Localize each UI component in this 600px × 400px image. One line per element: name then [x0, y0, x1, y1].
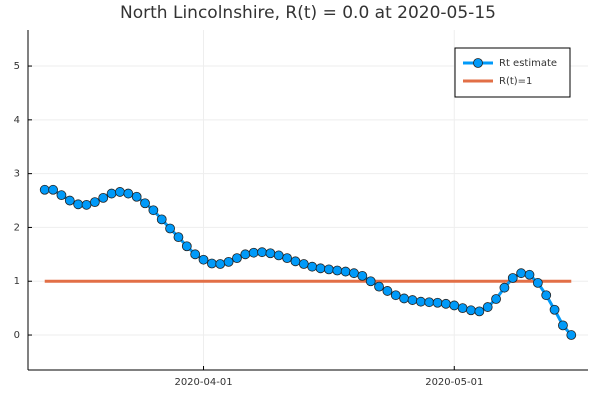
data-point [290, 256, 301, 267]
y-tick-label: 5 [14, 61, 20, 72]
data-point [524, 269, 535, 280]
legend-marker [473, 58, 483, 68]
legend-box [454, 47, 571, 98]
data-point [407, 295, 418, 305]
data-point [307, 261, 318, 272]
data-point [516, 268, 527, 279]
data-point [56, 190, 67, 201]
data-point [315, 263, 326, 274]
data-point [215, 259, 226, 269]
data-point [165, 223, 175, 234]
data-point [190, 249, 201, 260]
data-point [365, 276, 376, 287]
data-point [432, 297, 443, 308]
legend-label: Rt estimate [499, 58, 557, 69]
data-point [73, 199, 84, 210]
data-point [566, 330, 577, 340]
data-point [558, 320, 568, 331]
data-point [491, 294, 501, 304]
data-point [482, 302, 493, 312]
data-point [156, 214, 167, 225]
y-tick-label: 4 [14, 115, 20, 126]
data-point [457, 303, 468, 314]
data-point [115, 187, 125, 197]
data-point [48, 184, 58, 195]
data-point [257, 247, 267, 258]
data-point [39, 184, 50, 195]
data-point [374, 281, 384, 292]
data-point [240, 249, 251, 260]
data-point [499, 282, 510, 293]
data-point [198, 254, 209, 265]
data-point [332, 265, 343, 276]
data-point [131, 191, 142, 202]
x-tick-label: 2020-04-01 [174, 377, 232, 388]
data-point [532, 277, 543, 288]
data-point [549, 304, 560, 315]
y-tick-label: 1 [14, 276, 20, 287]
y-tick-label: 3 [14, 169, 20, 180]
data-point [357, 270, 368, 281]
data-point [424, 297, 435, 308]
data-point [265, 248, 276, 259]
data-point [173, 232, 184, 243]
data-point [298, 259, 309, 269]
data-point [541, 290, 552, 301]
data-point [206, 258, 217, 269]
x-tick-label: 2020-05-01 [425, 377, 483, 388]
data-point [441, 298, 451, 309]
data-point [123, 188, 134, 199]
legend-label: R(t)=1 [499, 76, 532, 87]
data-point [449, 300, 460, 311]
data-point [466, 305, 476, 316]
data-point [64, 195, 75, 206]
data-point [390, 290, 401, 301]
data-point [349, 268, 359, 279]
data-point [98, 192, 109, 203]
y-tick-label: 0 [14, 330, 20, 341]
chart-title: North Lincolnshire, R(t) = 0.0 at 2020-0… [120, 3, 496, 23]
data-point [399, 293, 410, 304]
y-tick-label: 2 [14, 222, 20, 233]
data-point [106, 188, 117, 199]
data-point [507, 273, 518, 283]
data-point [382, 286, 393, 296]
data-point [340, 266, 351, 277]
data-point [223, 256, 234, 267]
data-point [232, 253, 242, 264]
data-point [415, 296, 426, 307]
data-point [323, 264, 334, 275]
data-point [248, 247, 259, 258]
data-point [81, 199, 92, 210]
data-point [89, 197, 100, 208]
data-point [273, 250, 284, 261]
data-point [148, 205, 159, 216]
data-point [181, 241, 192, 252]
data-point [140, 198, 150, 209]
data-point [282, 253, 293, 264]
data-point [474, 306, 485, 317]
